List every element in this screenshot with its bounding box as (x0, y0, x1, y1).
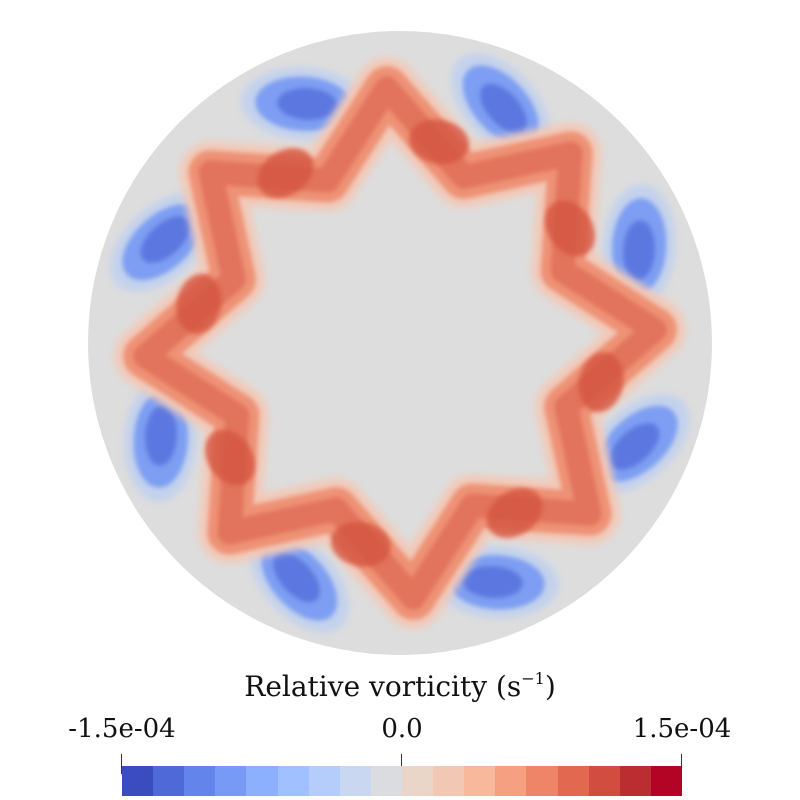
colorbar-segment (557, 766, 589, 796)
colorbar-segment (184, 766, 216, 796)
colorbar-mid-label: 0.0 (381, 714, 423, 744)
blue-vortex (249, 528, 349, 633)
red-lobe (205, 429, 255, 486)
colorbar-segment (370, 766, 402, 796)
colorbar-title: Relative vorticity (s−1) (244, 669, 556, 703)
colorbar (122, 766, 682, 796)
colorbar-segment (277, 766, 309, 796)
colorbar-segment (588, 766, 620, 796)
colorbar-segment (246, 766, 278, 796)
colorbar-mid-tick (401, 754, 402, 774)
colorbar-segment (153, 766, 185, 796)
negative-vortices (110, 53, 690, 633)
colorbar-segment (433, 766, 465, 796)
red-lobe (486, 488, 543, 538)
red-lobe (545, 200, 595, 257)
colorbar-min-label: -1.5e-04 (68, 714, 176, 744)
blue-vortex (451, 53, 551, 158)
red-lobe (176, 274, 222, 334)
colorbar-segment (619, 766, 651, 796)
blue-vortex (585, 394, 690, 494)
colorbar-segment (401, 766, 434, 796)
red-lobe (409, 119, 469, 165)
colorbar-max-tick (681, 754, 682, 774)
colorbar-segment (215, 766, 247, 796)
red-lobe (257, 148, 314, 198)
colorbar-segment (122, 766, 154, 796)
colorbar-segment (526, 766, 558, 796)
blue-vortex (110, 192, 215, 292)
positive-vorticity-band (114, 57, 686, 629)
colorbar-segment (650, 766, 682, 796)
colorbar-segment (495, 766, 527, 796)
colorbar-segment (464, 766, 496, 796)
colorbar-segment (308, 766, 340, 796)
colorbar-segment (339, 766, 371, 796)
vorticity-field-plot (88, 31, 712, 655)
colorbar-max-label: 1.5e-04 (632, 714, 732, 744)
red-lobe (331, 521, 391, 567)
red-lobe (578, 352, 624, 412)
colorbar-min-tick (121, 754, 122, 774)
